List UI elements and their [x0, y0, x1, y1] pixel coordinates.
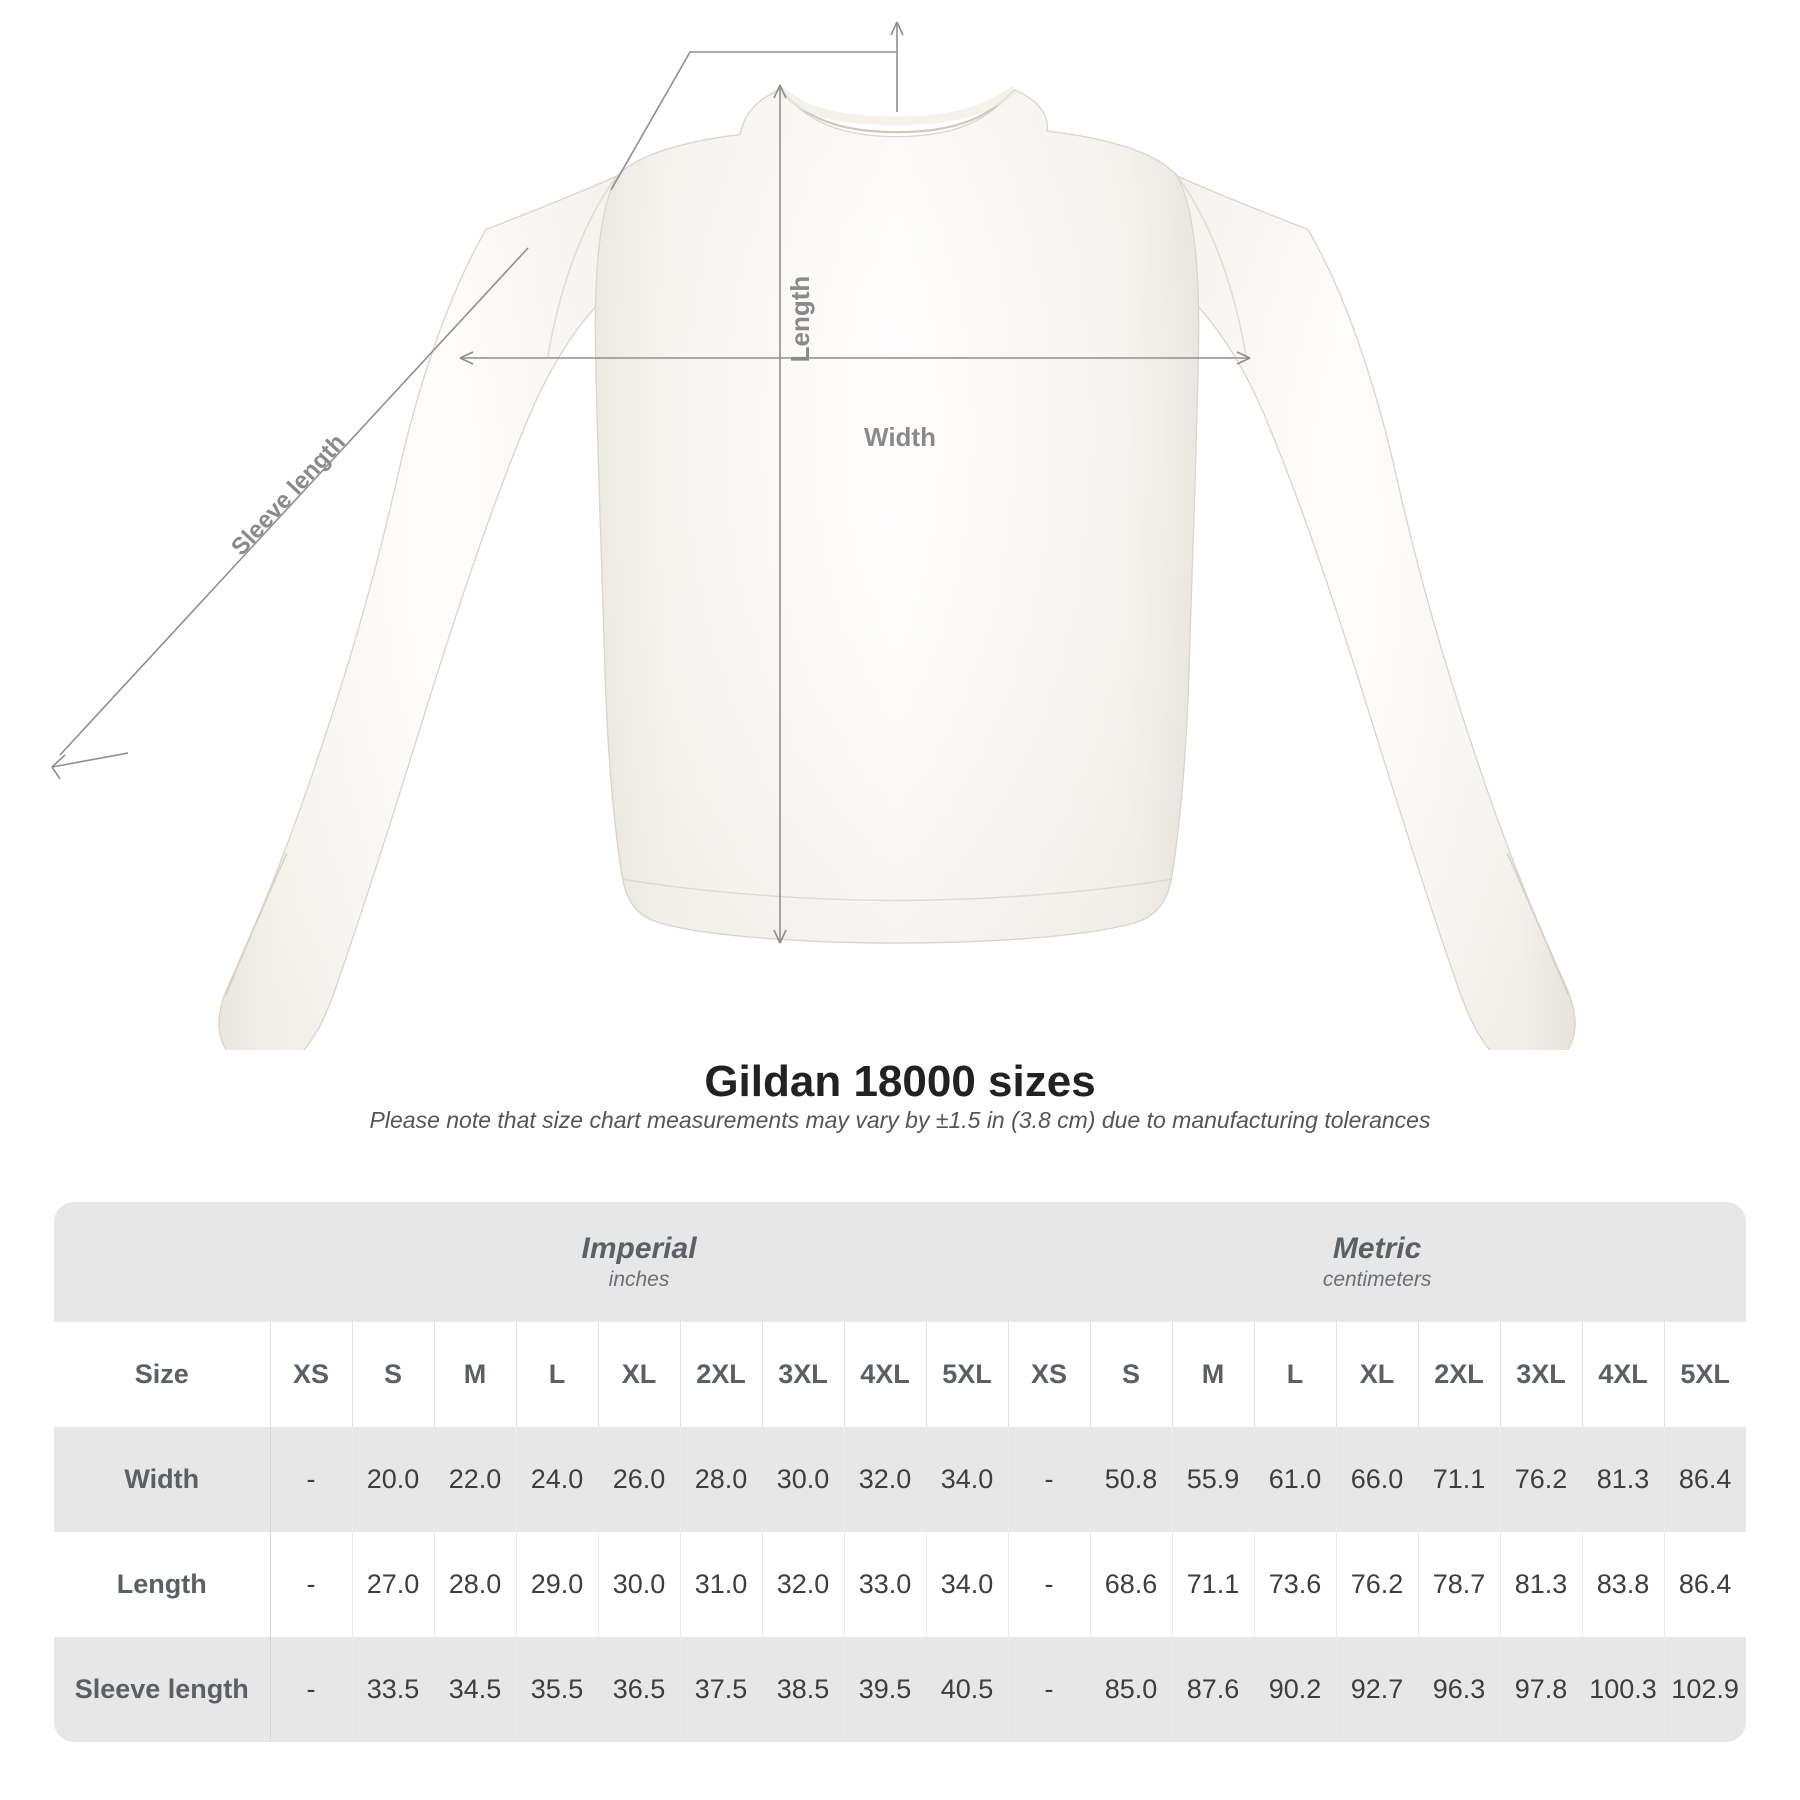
svg-text:Length: Length — [785, 276, 815, 363]
svg-text:Width: Width — [864, 422, 936, 452]
svg-text:Sleeve length: Sleeve length — [226, 429, 351, 561]
